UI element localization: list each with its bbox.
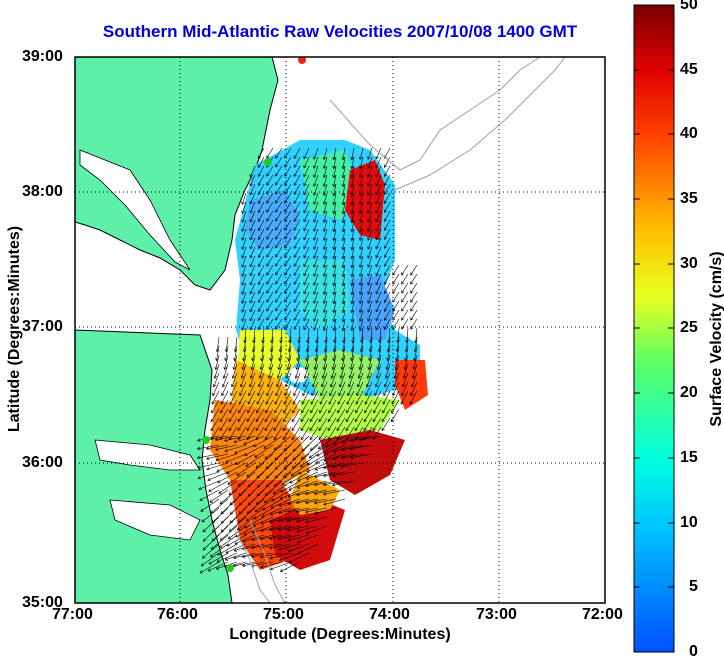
map-title: Southern Mid-Atlantic Raw Velocities 200… (60, 22, 620, 42)
colorbar-label: Surface Velocity (cm/s) (708, 234, 724, 444)
x-tick-label: 73:00 (476, 606, 517, 624)
y-tick-label: 36:00 (22, 454, 63, 472)
y-tick-label: 38:00 (22, 183, 63, 201)
x-axis-label: Longitude (Degrees:Minutes) (75, 626, 605, 644)
station-marker (226, 564, 234, 572)
colorbar-tick-label: 0 (689, 643, 698, 661)
colorbar-tick-label: 25 (680, 319, 698, 337)
x-tick-label: 74:00 (369, 606, 410, 624)
y-tick-label: 39:00 (22, 48, 63, 66)
x-tick-label: 72:00 (582, 606, 623, 624)
colorbar-tick-label: 15 (680, 449, 698, 467)
station-marker (264, 158, 272, 166)
colorbar-tick-label: 30 (680, 255, 698, 273)
station-marker (202, 436, 210, 444)
x-tick-label: 76:00 (157, 606, 198, 624)
colorbar-tick-label: 35 (680, 190, 698, 208)
colorbar-tick-label: 20 (680, 384, 698, 402)
y-tick-label: 37:00 (22, 318, 63, 336)
colorbar-tick-label: 50 (680, 0, 698, 14)
x-tick-label: 77:00 (52, 606, 93, 624)
y-axis-label: Latitude (Degrees:Minutes) (6, 219, 24, 439)
x-tick-label: 75:00 (263, 606, 304, 624)
colorbar-tick-label: 40 (680, 125, 698, 143)
colorbar-tick-label: 5 (689, 578, 698, 596)
colorbar-tick-label: 10 (680, 514, 698, 532)
colorbar-tick-label: 45 (680, 61, 698, 79)
